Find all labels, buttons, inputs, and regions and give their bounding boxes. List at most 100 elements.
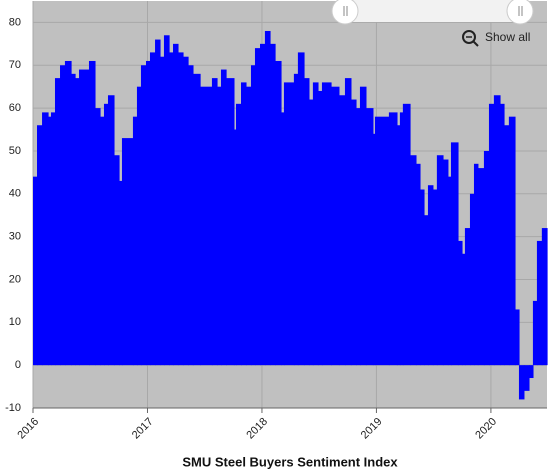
x-tick-label: 2018 bbox=[244, 416, 270, 442]
area-step bbox=[317, 90, 323, 366]
area-step bbox=[226, 78, 235, 366]
area-step bbox=[132, 116, 138, 366]
zoom-icon-handle bbox=[472, 40, 479, 47]
area-step bbox=[374, 116, 390, 366]
area-step bbox=[303, 78, 310, 366]
area-step bbox=[396, 125, 401, 366]
area-step bbox=[344, 78, 352, 366]
area-step bbox=[269, 43, 276, 366]
x-tick-label: 2020 bbox=[473, 416, 499, 442]
area-step bbox=[355, 108, 361, 366]
area-step bbox=[536, 240, 543, 366]
area-step bbox=[283, 82, 295, 366]
area-step bbox=[419, 189, 425, 366]
area-step bbox=[159, 56, 165, 366]
y-tick-label: 20 bbox=[9, 273, 21, 285]
area-step bbox=[118, 180, 123, 366]
area-step bbox=[107, 95, 115, 366]
area-step bbox=[103, 103, 109, 366]
area-step bbox=[155, 39, 161, 366]
area-step bbox=[140, 65, 147, 366]
area-step bbox=[60, 65, 66, 366]
area-step bbox=[233, 129, 237, 366]
area-step bbox=[54, 78, 61, 366]
area-step bbox=[188, 65, 194, 366]
area-step bbox=[216, 86, 222, 366]
x-tick-label: 2017 bbox=[130, 416, 156, 442]
area-step bbox=[483, 150, 490, 366]
area-step bbox=[280, 112, 285, 366]
show-all-label[interactable]: Show all bbox=[485, 30, 530, 44]
area-step bbox=[71, 73, 76, 366]
area-step bbox=[64, 60, 72, 366]
area-step bbox=[541, 228, 548, 366]
area-step bbox=[330, 86, 340, 366]
y-tick-label: 40 bbox=[9, 188, 21, 200]
area-step bbox=[163, 35, 170, 366]
area-step bbox=[264, 30, 271, 366]
slider-handle[interactable] bbox=[331, 0, 359, 25]
area-step bbox=[359, 86, 367, 366]
area-step bbox=[447, 176, 452, 366]
area-step bbox=[241, 82, 247, 366]
range-slider[interactable] bbox=[331, 0, 534, 25]
area-step bbox=[388, 112, 398, 366]
area-step bbox=[503, 125, 510, 366]
area-step bbox=[293, 73, 299, 366]
area-step bbox=[88, 60, 96, 366]
area-step bbox=[457, 240, 463, 366]
y-tick-label: 50 bbox=[9, 145, 21, 157]
area-step bbox=[308, 99, 314, 366]
area-step bbox=[436, 155, 444, 366]
area-step bbox=[37, 125, 43, 366]
area-step bbox=[477, 168, 485, 366]
y-tick-label: 30 bbox=[9, 231, 21, 243]
area-step bbox=[508, 116, 516, 366]
area-step bbox=[365, 108, 374, 366]
area-step bbox=[192, 73, 201, 366]
y-tick-label: 10 bbox=[9, 316, 21, 328]
area-step bbox=[514, 309, 520, 366]
area-step bbox=[297, 52, 305, 366]
area-step bbox=[350, 99, 357, 366]
slider-track[interactable] bbox=[345, 0, 520, 22]
area-step bbox=[528, 365, 534, 379]
area-step bbox=[200, 86, 213, 366]
x-tick-label: 2016 bbox=[15, 416, 41, 442]
area-step bbox=[211, 78, 218, 366]
area-step bbox=[254, 48, 261, 366]
area-step bbox=[235, 103, 242, 366]
y-tick-label: -10 bbox=[5, 402, 21, 414]
area-step bbox=[250, 65, 256, 366]
area-step bbox=[275, 60, 282, 366]
area-step bbox=[415, 163, 421, 366]
zoom-icon bbox=[462, 30, 476, 44]
area-step bbox=[499, 103, 505, 366]
area-step bbox=[168, 52, 174, 366]
area-step bbox=[121, 138, 134, 366]
area-step bbox=[47, 116, 52, 366]
area-step bbox=[442, 159, 449, 366]
area-step bbox=[469, 193, 475, 366]
area-step bbox=[518, 365, 525, 400]
area-step bbox=[245, 86, 252, 366]
slider-handle[interactable] bbox=[506, 0, 534, 25]
area-step bbox=[149, 52, 156, 366]
area-step bbox=[473, 163, 479, 366]
area-step bbox=[312, 82, 319, 366]
y-tick-label: 0 bbox=[15, 359, 21, 371]
area-step bbox=[493, 95, 501, 366]
area-step bbox=[409, 155, 417, 366]
area-step bbox=[488, 103, 495, 366]
area-step bbox=[42, 112, 49, 366]
area-step bbox=[399, 112, 404, 366]
area-step bbox=[464, 228, 471, 366]
area-step bbox=[99, 116, 105, 366]
show-all-button[interactable]: Show all bbox=[462, 30, 530, 47]
area-step bbox=[321, 82, 332, 366]
area-step bbox=[450, 142, 459, 366]
area-step bbox=[33, 176, 38, 366]
area-step bbox=[523, 365, 530, 391]
plot-area: -10 0 10 20 30 40 50 60 70 80 2016 2017 2018 2019 2020 bbox=[5, 1, 548, 441]
